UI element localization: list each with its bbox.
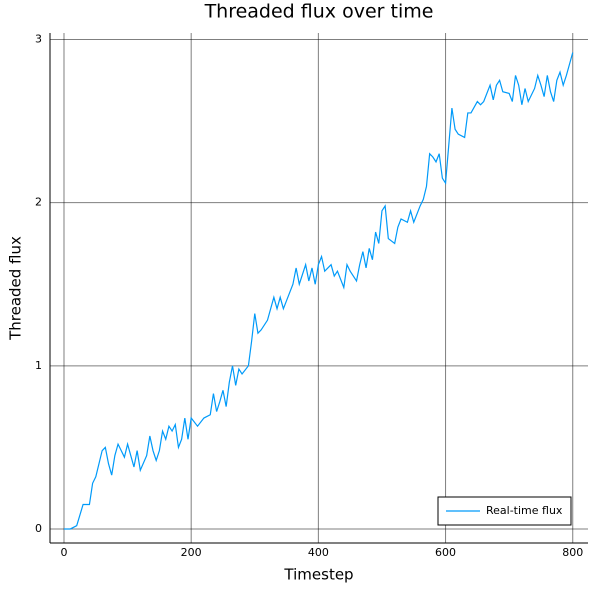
x-tick-label: 0 <box>60 546 67 559</box>
x-tick-label: 800 <box>562 546 583 559</box>
y-tick-label: 3 <box>35 33 42 46</box>
chart-title: Threaded flux over time <box>204 1 434 23</box>
legend-label: Real-time flux <box>486 504 563 517</box>
y-tick-label: 0 <box>35 522 42 535</box>
data-line <box>63 52 574 530</box>
x-tick-label: 200 <box>181 546 202 559</box>
y-axis-label: Threaded flux <box>7 236 25 341</box>
y-tick-label: 2 <box>35 196 42 209</box>
x-axis-label: Timestep <box>283 566 353 584</box>
x-tick-label: 600 <box>435 546 456 559</box>
y-tick-label: 1 <box>35 359 42 372</box>
x-tick-label: 400 <box>308 546 329 559</box>
